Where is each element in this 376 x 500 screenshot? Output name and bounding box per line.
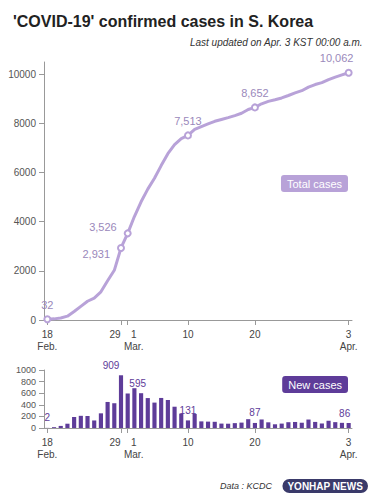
svg-text:Data : KCDC: Data : KCDC [220,481,273,491]
svg-text:2: 2 [45,412,51,423]
svg-text:Apr.: Apr. [340,449,358,460]
svg-text:2000: 2000 [14,265,37,276]
svg-text:1: 1 [131,329,137,340]
svg-text:6000: 6000 [14,167,37,178]
svg-text:18: 18 [42,329,54,340]
svg-text:10,062: 10,062 [320,52,354,64]
svg-text:Total cases: Total cases [287,178,343,190]
svg-text:10000: 10000 [8,69,36,80]
svg-text:10: 10 [182,329,194,340]
svg-text:86: 86 [339,408,351,419]
svg-text:Last updated on Apr. 3 KST 00:: Last updated on Apr. 3 KST 00:00 a.m. [190,37,363,48]
svg-text:29: 29 [109,437,121,448]
svg-text:Feb.: Feb. [37,341,57,352]
svg-text:131: 131 [180,405,197,416]
svg-text:Mar.: Mar. [124,341,143,352]
svg-text:8000: 8000 [14,118,37,129]
svg-text:200: 200 [21,411,36,421]
svg-text:0: 0 [30,315,36,326]
svg-text:909: 909 [103,360,120,371]
svg-text:595: 595 [129,378,146,389]
svg-text:10: 10 [182,437,194,448]
svg-text:20: 20 [249,437,261,448]
svg-text:600: 600 [21,388,36,398]
svg-text:7,513: 7,513 [174,115,202,127]
svg-text:18: 18 [42,437,54,448]
svg-text:Apr.: Apr. [340,341,358,352]
svg-text:'COVID-19' confirmed cases in: 'COVID-19' confirmed cases in S. Korea [13,13,313,30]
svg-text:Mar.: Mar. [124,449,143,460]
svg-text:New cases: New cases [288,379,342,391]
svg-text:0: 0 [31,423,36,433]
svg-text:800: 800 [21,377,36,387]
svg-text:20: 20 [249,329,261,340]
svg-text:3,526: 3,526 [89,221,117,233]
svg-text:87: 87 [249,407,261,418]
svg-text:1000: 1000 [16,365,36,375]
svg-text:1: 1 [131,437,137,448]
svg-text:2,931: 2,931 [82,248,110,260]
svg-text:400: 400 [21,400,36,410]
svg-text:8,652: 8,652 [241,87,269,99]
svg-text:32: 32 [41,299,53,311]
svg-text:29: 29 [109,329,121,340]
svg-text:YONHAP NEWS: YONHAP NEWS [287,481,363,492]
svg-text:3: 3 [346,329,352,340]
svg-text:3: 3 [346,437,352,448]
svg-text:Feb.: Feb. [37,449,57,460]
svg-text:4000: 4000 [14,216,37,227]
